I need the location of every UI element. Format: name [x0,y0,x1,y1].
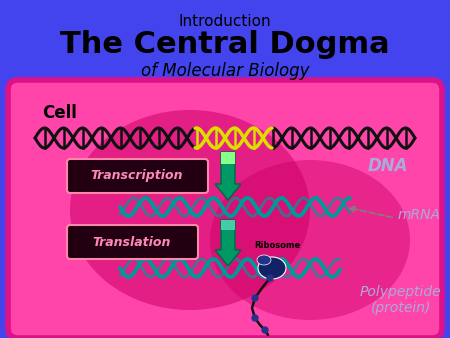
FancyArrow shape [215,220,241,266]
Ellipse shape [257,255,271,265]
Circle shape [267,275,273,281]
Ellipse shape [70,110,310,310]
Ellipse shape [210,160,410,320]
Text: Introduction: Introduction [179,14,271,29]
Ellipse shape [258,257,286,279]
Text: Translation: Translation [93,236,171,248]
Text: Polypeptide
(protein): Polypeptide (protein) [360,285,441,315]
Text: Transcription: Transcription [91,169,183,183]
FancyArrow shape [215,152,241,200]
FancyBboxPatch shape [67,225,198,259]
FancyArrow shape [221,152,235,164]
Text: The Central Dogma: The Central Dogma [60,30,390,59]
Text: of Molecular Biology: of Molecular Biology [141,62,309,80]
FancyArrow shape [221,220,235,230]
Text: mRNA: mRNA [398,208,441,222]
Text: Cell: Cell [42,104,77,122]
FancyBboxPatch shape [8,80,442,338]
Text: Ribosome: Ribosome [254,241,300,250]
Circle shape [252,295,258,301]
Circle shape [252,315,258,321]
Circle shape [262,327,268,333]
FancyBboxPatch shape [67,159,208,193]
Text: DNA: DNA [368,157,409,175]
